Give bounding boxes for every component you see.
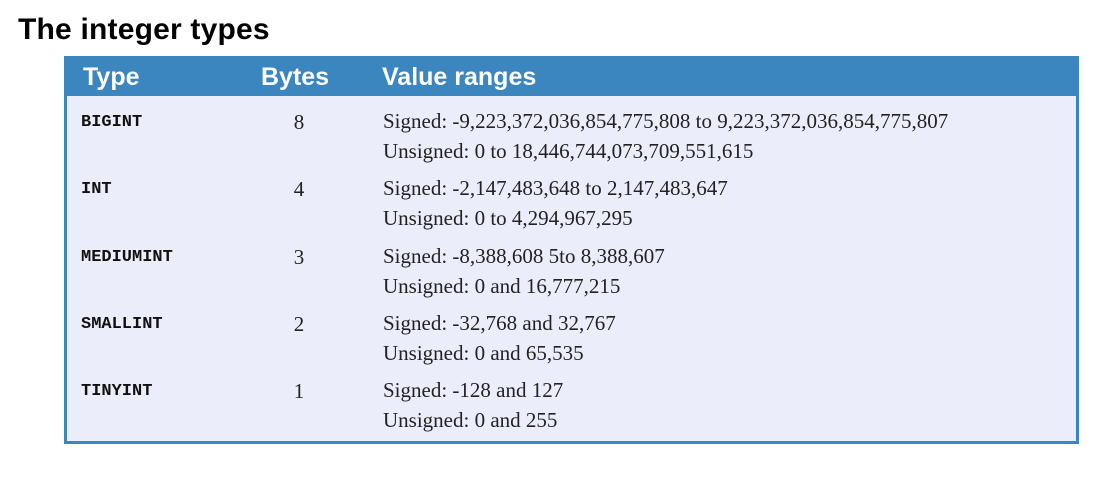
type-cell: TINYINT <box>81 382 153 401</box>
integer-types-table: Type Bytes Value ranges BIGINT 8 Signed:… <box>64 56 1079 444</box>
table-row: TINYINT 1 Signed: -128 and 127 Unsigned:… <box>67 373 1076 439</box>
signed-range: Signed: -32,768 and 32,767 <box>383 311 616 335</box>
column-header-bytes: Bytes <box>261 63 330 91</box>
table-row: MEDIUMINT 3 Signed: -8,388,608 5to 8,388… <box>67 239 1076 305</box>
bytes-cell: 3 <box>293 245 305 269</box>
value-range-cell: Signed: -128 and 127 Unsigned: 0 and 255 <box>383 375 563 435</box>
table-header: Type Bytes Value ranges <box>67 59 1076 96</box>
column-header-type: Type <box>83 63 140 91</box>
type-cell: INT <box>81 180 112 199</box>
unsigned-range: Unsigned: 0 and 65,535 <box>383 341 584 365</box>
signed-range: Signed: -8,388,608 5to 8,388,607 <box>383 244 665 268</box>
page-title: The integer types <box>18 13 270 46</box>
value-range-cell: Signed: -2,147,483,648 to 2,147,483,647 … <box>383 173 728 233</box>
bytes-cell: 8 <box>293 110 305 134</box>
type-cell: MEDIUMINT <box>81 248 173 267</box>
unsigned-range: Unsigned: 0 and 16,777,215 <box>383 274 621 298</box>
unsigned-range: Unsigned: 0 and 255 <box>383 408 558 432</box>
signed-range: Signed: -2,147,483,648 to 2,147,483,647 <box>383 176 728 200</box>
signed-range: Signed: -128 and 127 <box>383 378 564 402</box>
table-row: INT 4 Signed: -2,147,483,648 to 2,147,48… <box>67 171 1076 237</box>
bytes-cell: 2 <box>293 312 305 336</box>
type-cell: SMALLINT <box>81 315 163 334</box>
table-row: BIGINT 8 Signed: -9,223,372,036,854,775,… <box>67 104 1076 170</box>
value-range-cell: Signed: -32,768 and 32,767 Unsigned: 0 a… <box>383 308 616 368</box>
bytes-cell: 1 <box>293 379 305 403</box>
unsigned-range: Unsigned: 0 to 4,294,967,295 <box>383 206 633 230</box>
type-cell: BIGINT <box>81 113 143 132</box>
value-range-cell: Signed: -8,388,608 5to 8,388,607 Unsigne… <box>383 241 665 301</box>
signed-range: Signed: -9,223,372,036,854,775,808 to 9,… <box>383 109 949 133</box>
column-header-value-ranges: Value ranges <box>382 63 537 91</box>
bytes-cell: 4 <box>293 177 305 201</box>
value-range-cell: Signed: -9,223,372,036,854,775,808 to 9,… <box>383 106 948 166</box>
table-row: SMALLINT 2 Signed: -32,768 and 32,767 Un… <box>67 306 1076 372</box>
unsigned-range: Unsigned: 0 to 18,446,744,073,709,551,61… <box>383 139 754 163</box>
